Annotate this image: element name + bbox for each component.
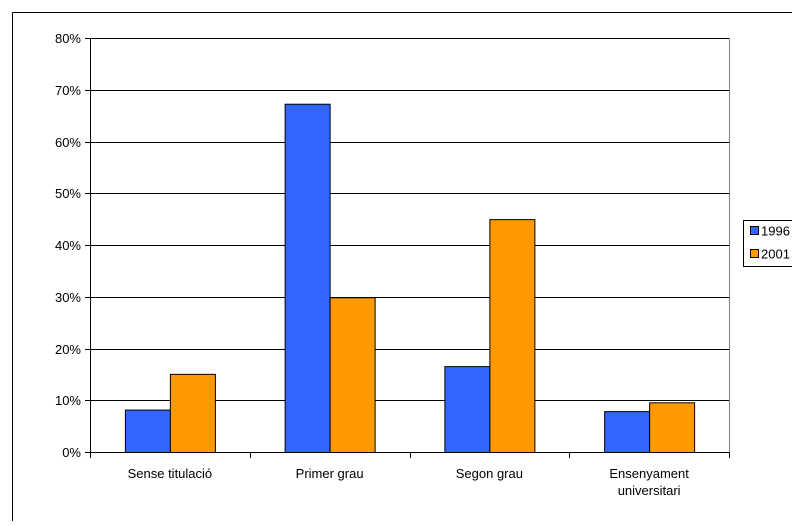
x-tick-label: Primer grau [296, 466, 364, 481]
x-axis-tick-labels: Sense titulació Primer grau Segon grau Ense… [128, 466, 690, 498]
bar-2001-0 [170, 374, 215, 452]
bar-1996-3 [605, 412, 650, 453]
y-tick-label: 80% [55, 31, 81, 46]
legend-label-1996: 1996 [761, 224, 790, 239]
y-tick-label: 20% [55, 342, 81, 357]
bar-2001-2 [490, 220, 535, 453]
y-tick-label: 40% [55, 238, 81, 253]
y-tick-label: 50% [55, 186, 81, 201]
bar-1996-2 [445, 367, 490, 453]
y-tick-label: 10% [55, 393, 81, 408]
y-axis-tick-labels: 0% 10% 20% 30% 40% 50% 60% 70% 80% [55, 31, 81, 460]
y-tick-label: 60% [55, 135, 81, 150]
x-tick-label: universitari [618, 483, 681, 498]
bar-1996-0 [125, 410, 170, 452]
x-tick-label: Segon grau [456, 466, 523, 481]
legend-swatch-1996 [751, 227, 759, 235]
y-tick-label: 0% [62, 445, 81, 460]
bar-1996-1 [285, 104, 330, 452]
x-tick-label: Sense titulació [128, 466, 213, 481]
y-tick-label: 70% [55, 83, 81, 98]
x-tick-label: Ensenyament [609, 466, 689, 481]
y-tick-label: 30% [55, 290, 81, 305]
legend-label-2001: 2001 [761, 247, 790, 262]
legend-swatch-2001 [751, 250, 759, 258]
bar-2001-3 [650, 403, 695, 453]
bar-2001-1 [330, 298, 375, 453]
legend: 1996 2001 [744, 221, 792, 267]
